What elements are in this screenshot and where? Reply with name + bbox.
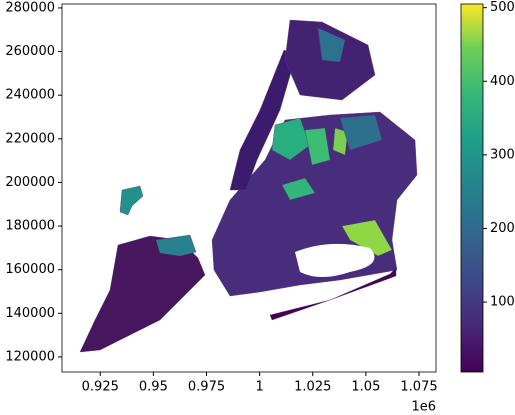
bronx-patch bbox=[317, 27, 346, 63]
x-tick-label: 0.925 bbox=[82, 380, 119, 395]
x-tick-label: 0.95 bbox=[139, 380, 168, 395]
jfk bbox=[341, 219, 393, 257]
queens-patch-e bbox=[339, 114, 383, 151]
y-tick-label: 260000 bbox=[5, 44, 55, 59]
x-offset-label: 1e6 bbox=[411, 400, 436, 415]
island bbox=[119, 185, 144, 216]
plot-frame bbox=[61, 3, 437, 373]
y-tick-label: 140000 bbox=[5, 306, 55, 321]
x-tick-label: 1 bbox=[255, 380, 263, 395]
y-tick-label: 220000 bbox=[5, 131, 55, 146]
y-tick-label: 120000 bbox=[5, 349, 55, 364]
x-tick-label: 1.025 bbox=[294, 380, 331, 395]
colorbar-tick-label: 500 bbox=[490, 0, 515, 15]
y-tick-label: 240000 bbox=[5, 88, 55, 103]
staten-island bbox=[79, 235, 206, 353]
colorbar-tick-label: 400 bbox=[490, 74, 515, 89]
x-tick-label: 1.05 bbox=[351, 380, 380, 395]
queens-patch-b bbox=[304, 127, 331, 166]
queens-patch-a bbox=[271, 117, 311, 161]
y-tick-label: 200000 bbox=[5, 175, 55, 190]
staten-north bbox=[155, 234, 197, 257]
jamaica-bay bbox=[295, 243, 375, 277]
y-tick-label: 280000 bbox=[5, 0, 55, 15]
y-tick-label: 180000 bbox=[5, 219, 55, 234]
y-tick-label: 160000 bbox=[5, 262, 55, 277]
rockaway bbox=[269, 267, 397, 321]
x-tick-label: 1.075 bbox=[400, 380, 437, 395]
colorbar-tick-label: 200 bbox=[490, 221, 515, 236]
colorbar-tick-label: 300 bbox=[490, 147, 515, 162]
queens-patch-d bbox=[281, 177, 316, 201]
colorbar bbox=[460, 3, 484, 373]
x-tick-label: 0.975 bbox=[188, 380, 225, 395]
queens-patch-c bbox=[332, 127, 349, 156]
colorbar-tick-label: 100 bbox=[490, 295, 515, 310]
map-regions bbox=[79, 19, 418, 353]
